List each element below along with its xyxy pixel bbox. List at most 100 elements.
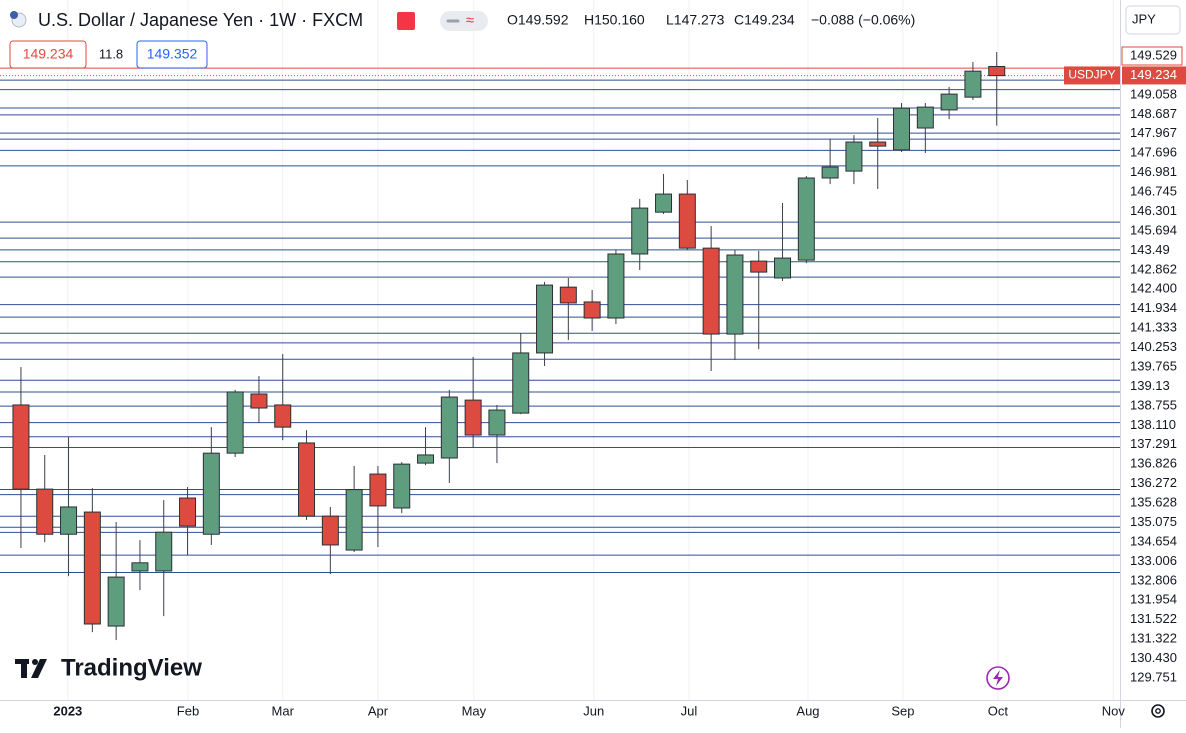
- level-label: 147.696: [1130, 145, 1177, 160]
- current-price-label: 149.234: [1130, 67, 1177, 82]
- candle-body: [774, 257, 792, 279]
- candle-body: [369, 473, 387, 507]
- ohlc-value: L147.273: [666, 12, 725, 28]
- badge-icon: ≈: [466, 12, 474, 29]
- currency-selector[interactable]: [1125, 5, 1181, 35]
- level-label: 140.253: [1130, 339, 1177, 354]
- candle-body: [559, 286, 577, 304]
- candle-body: [345, 489, 363, 551]
- candle-body: [155, 531, 173, 572]
- sell-box[interactable]: [9, 40, 87, 69]
- price-axis: 149.529 149.058 148.687 147.967 147.696 146.9…: [1064, 46, 1186, 684]
- buy-box[interactable]: [136, 40, 208, 69]
- spread: 11.8: [99, 46, 123, 61]
- candle-body: [250, 393, 268, 409]
- chart-title: U.S. Dollar / Japanese Yen · 1W · FXCM: [38, 10, 363, 30]
- level-label: 139.765: [1130, 358, 1177, 373]
- candle-body: [631, 207, 649, 255]
- candle-body: [393, 463, 411, 509]
- candle-body: [464, 399, 482, 436]
- level-label: 142.400: [1130, 281, 1177, 296]
- level-label: 138.110: [1130, 417, 1176, 432]
- x-tick-label: Apr: [368, 703, 389, 718]
- candle-body: [940, 93, 958, 111]
- symbol-tag: [1064, 66, 1120, 85]
- level-label: 136.272: [1130, 475, 1177, 490]
- candle-body: [702, 247, 720, 335]
- candle-body: [536, 284, 554, 354]
- candle-body: [964, 70, 982, 98]
- candle-body: [488, 409, 506, 436]
- ohlc-value: −0.088 (−0.06%): [811, 12, 915, 28]
- x-tick-label: Oct: [988, 703, 1009, 718]
- candle-body: [202, 452, 220, 535]
- brand-logo: TradingView: [15, 654, 202, 681]
- settings-icon[interactable]: [1151, 704, 1165, 718]
- level-label: 134.654: [1130, 533, 1177, 548]
- level-label: 136.826: [1130, 456, 1177, 471]
- ohlc-value: C149.234: [734, 12, 795, 28]
- candle-body: [417, 454, 435, 464]
- level-label: 131.322: [1130, 631, 1177, 646]
- candle-body: [83, 511, 101, 625]
- events-icon-bolt: [993, 670, 1003, 686]
- candle-body: [797, 177, 815, 261]
- grid: [67, 0, 1114, 700]
- level-label: 137.291: [1130, 436, 1177, 451]
- level-label: 143.49: [1130, 242, 1170, 257]
- x-tick-label: 2023: [53, 703, 82, 718]
- logo-part: [32, 659, 38, 665]
- ohlc-value: O149.592: [507, 12, 569, 28]
- x-tick-label: Aug: [796, 703, 819, 718]
- candle-body: [583, 301, 601, 319]
- level-label: 146.981: [1130, 164, 1177, 179]
- level-label: 132.806: [1130, 572, 1177, 587]
- data-badge[interactable]: [440, 11, 488, 31]
- candle-body: [845, 141, 863, 172]
- x-tick-label: May: [462, 703, 487, 718]
- flag-icon-dot: [10, 11, 18, 19]
- level-label: 147.967: [1130, 125, 1177, 140]
- buy-price: 149.352: [147, 46, 198, 62]
- level-label: 139.13: [1130, 378, 1170, 393]
- candles: [12, 52, 1006, 641]
- level-label: 135.628: [1130, 495, 1177, 510]
- x-tick-label: Sep: [891, 703, 914, 718]
- candle-body: [298, 442, 316, 517]
- level-label-box: [1121, 46, 1183, 66]
- level-label: 146.301: [1130, 203, 1177, 218]
- level-label: 145.694: [1130, 222, 1177, 237]
- level-label: 138.755: [1130, 397, 1177, 412]
- level-label: 149.058: [1130, 86, 1177, 101]
- level-label: 149.529: [1130, 47, 1177, 62]
- x-tick-label: Mar: [272, 703, 295, 718]
- candle-body: [821, 166, 839, 179]
- sell-price: 149.234: [23, 46, 74, 62]
- logo-part: [31, 659, 47, 678]
- level-label: 130.430: [1130, 650, 1177, 665]
- candle-body: [440, 396, 458, 459]
- time-axis: 2023 Feb Mar Apr May Jun Jul Aug Sep Oct Nov: [53, 703, 1125, 718]
- candle-body: [321, 515, 339, 546]
- level-label: 141.934: [1130, 300, 1177, 315]
- candle-body: [893, 107, 911, 151]
- candle-body: [916, 106, 934, 129]
- ohlc-legend: O149.592 H150.160 L147.273 C149.234 −0.088 (…: [507, 12, 915, 28]
- candle-body: [179, 497, 197, 527]
- candle-body: [131, 562, 149, 572]
- brand-name: TradingView: [61, 654, 202, 681]
- settings-icon-center: [1155, 708, 1161, 714]
- candle-body: [60, 506, 78, 535]
- candle-body: [750, 260, 768, 273]
- symbol-label: USDJPY: [1068, 68, 1115, 82]
- level-label: 131.954: [1130, 592, 1177, 607]
- candle-body: [655, 193, 673, 213]
- candle-body: [107, 576, 125, 627]
- level-label: 141.333: [1130, 320, 1177, 335]
- candle-body: [678, 193, 696, 249]
- market-status[interactable]: [397, 12, 415, 30]
- level-label: 146.745: [1130, 184, 1177, 199]
